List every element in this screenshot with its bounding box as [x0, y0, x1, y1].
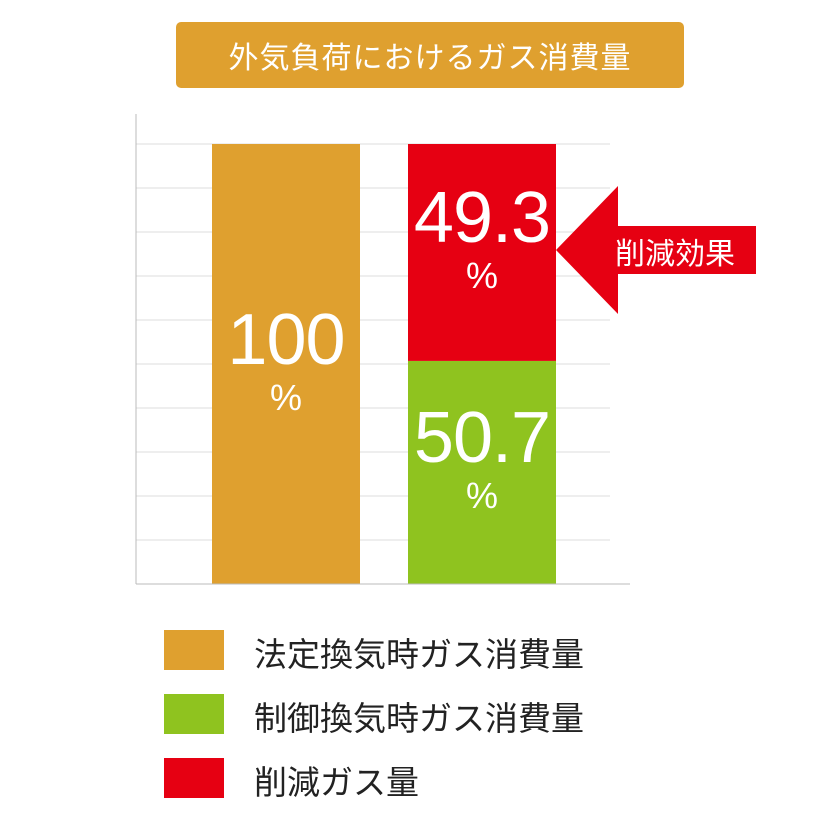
legend-item-legal: 法定換気時ガス消費量: [164, 620, 664, 680]
reduction-callout-arrow: [556, 186, 756, 314]
legend-label-legal: 法定換気時ガス消費量: [254, 635, 584, 674]
green-unit: %: [465, 475, 498, 517]
legend-item-controlled: 制御換気時ガス消費量: [164, 684, 664, 744]
legend-label-reduction: 削減ガス量: [254, 763, 419, 802]
chart-title: 外気負荷におけるガス消費量: [176, 22, 684, 88]
bar-segment-1-1: [408, 360, 556, 584]
bar-chart: [135, 114, 630, 585]
legend-swatch-red: [164, 758, 224, 798]
legend-swatch-green: [164, 694, 224, 734]
reduction-callout-label: 削減効果: [615, 237, 735, 272]
arrow-left-icon: [556, 186, 756, 314]
bar-segment-0-0: [212, 144, 360, 584]
bar-segment-1-2: [408, 144, 556, 361]
green-value: 50.7: [413, 398, 551, 479]
bar1-value: 100: [227, 300, 345, 380]
legend-label-controlled: 制御換気時ガス消費量: [254, 699, 584, 738]
green-data-label: 50.7 %: [408, 402, 556, 514]
bar1-unit: %: [269, 377, 302, 418]
axes: [135, 114, 630, 585]
legend-item-reduction: 削減ガス量: [164, 748, 664, 808]
red-data-label: 49.3 %: [408, 182, 556, 294]
bars: [212, 144, 556, 584]
red-unit: %: [465, 255, 498, 297]
legend-swatch-orange: [164, 630, 224, 670]
bar1-data-label: 100 %: [212, 304, 360, 416]
red-value: 49.3: [413, 178, 551, 259]
